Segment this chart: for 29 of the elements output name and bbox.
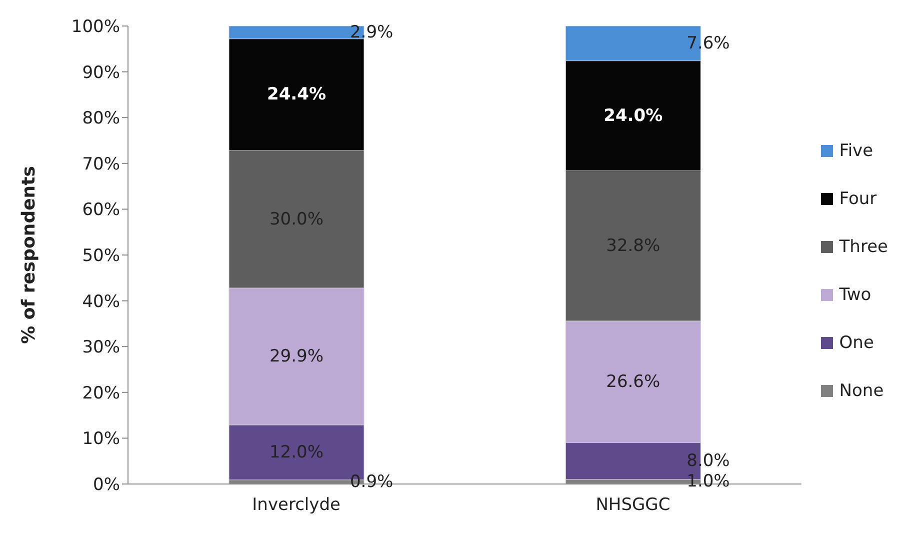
data-label: 24.0% — [604, 106, 663, 126]
data-label: 12.0% — [269, 442, 324, 462]
x-tick-label: Inverclyde — [252, 495, 340, 516]
data-label: 24.4% — [267, 84, 326, 105]
y-tick-label: 80% — [82, 108, 120, 129]
legend-label: Four — [839, 189, 877, 209]
data-label: 26.6% — [606, 372, 660, 392]
y-tick-label: 70% — [82, 154, 120, 174]
data-label: 1.0% — [686, 472, 730, 492]
y-axis-title: % of respondents — [18, 166, 40, 344]
y-tick-label: 30% — [82, 338, 120, 358]
data-label: 32.8% — [606, 236, 660, 256]
legend-label: One — [839, 333, 874, 353]
y-tick-label: 50% — [82, 246, 120, 266]
y-tick-label: 10% — [82, 429, 120, 450]
legend-label: Two — [839, 285, 872, 305]
x-tick-label: NHSGGC — [596, 495, 670, 516]
y-tick-label: 40% — [82, 292, 120, 312]
y-tick-label: 90% — [82, 62, 120, 83]
y-tick-label: 0% — [93, 475, 120, 496]
data-label: 30.0% — [269, 209, 324, 230]
legend-label: Five — [839, 141, 874, 161]
legend-label: Three — [839, 237, 888, 257]
data-label: 29.9% — [269, 346, 324, 366]
y-tick-label: 20% — [82, 383, 120, 404]
y-tick-label: 60% — [82, 200, 120, 220]
legend-label: None — [839, 381, 884, 401]
y-tick-label: 100% — [71, 17, 120, 38]
data-label: 0.9% — [350, 472, 394, 492]
